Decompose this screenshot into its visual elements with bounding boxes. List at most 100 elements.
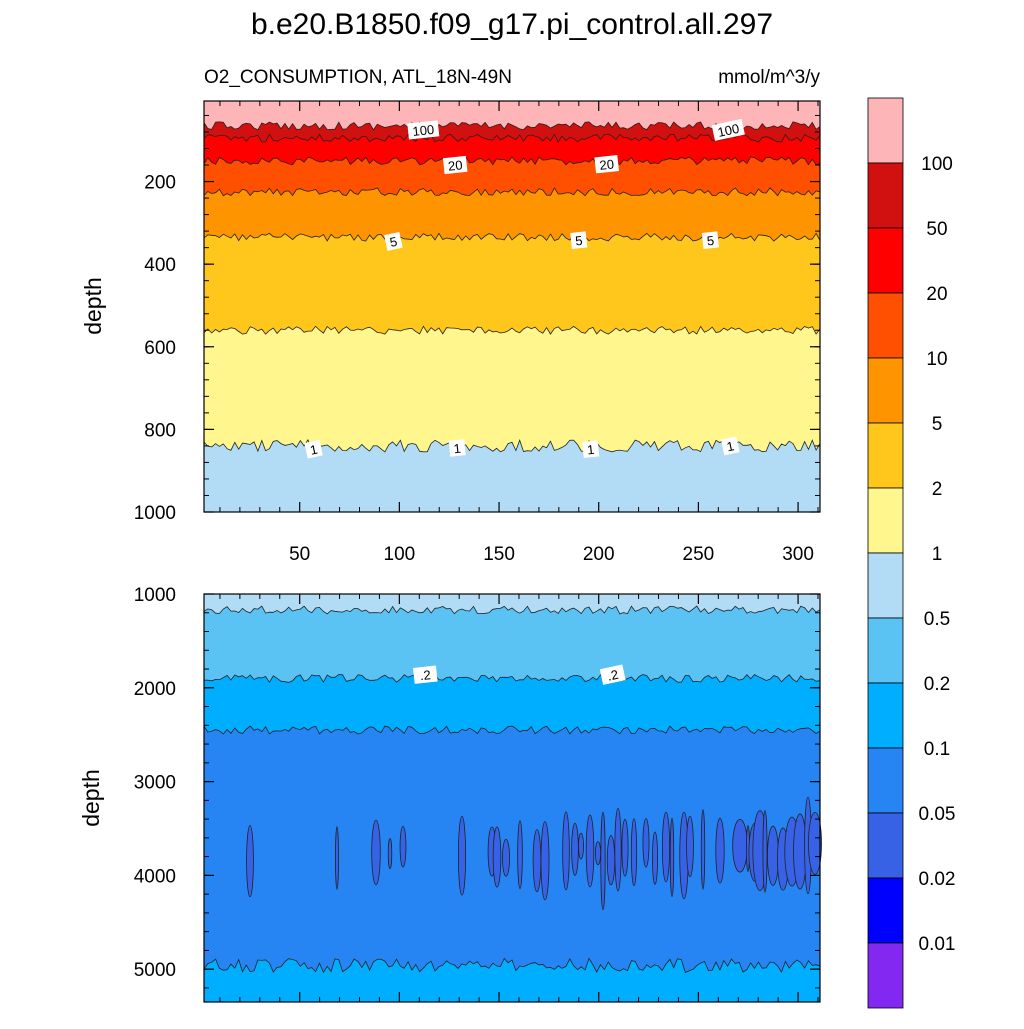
lo-fill-3 (204, 958, 820, 1002)
lo-contour-label-bg-0 (413, 665, 438, 684)
up-contour-label-8: 1 (448, 439, 466, 457)
colorbar-swatch-13 (867, 942, 904, 1009)
colorbar-label-7: 0.5 (924, 609, 950, 630)
colorbar-swatch-6 (867, 487, 904, 554)
up-contour-label-0: 100 (407, 120, 440, 140)
colorbar-label-4: 5 (932, 414, 943, 435)
lo-contour-label-0: .2 (413, 665, 438, 684)
lower-deep-patches (246, 796, 822, 911)
upper-fills (204, 101, 820, 513)
lo-deep-patch-23 (652, 831, 658, 885)
lo-deep-patch-11 (540, 821, 550, 901)
lo-contour-label-bg-1 (599, 664, 626, 685)
lo-ytick-label-3: 4000 (134, 866, 176, 887)
lo-contour-0 (203, 605, 821, 615)
up-contour-label-10: 1 (721, 436, 740, 456)
up-contour-label-5: 5 (570, 231, 588, 249)
lo-ytick-label-0: 1000 (134, 585, 176, 606)
lo-deep-patch-34 (762, 810, 768, 893)
upper-ticks: 200 400 600 800 1000 50 100 150 200 250 300 (134, 101, 820, 565)
lo-deep-patch-3 (387, 838, 393, 869)
up-contour-label-text-10: 1 (725, 438, 735, 454)
colorbar-label-9: 0.1 (924, 739, 950, 760)
colorbar-swatch-1 (867, 162, 904, 229)
up-contour-label-text-0: 100 (412, 122, 435, 139)
up-contour-label-text-8: 1 (453, 441, 462, 457)
colorbar-swatch-0 (867, 97, 904, 164)
lo-contour-2 (203, 725, 821, 735)
colorbar: 100 50 20 10 5 2 1 0.5 0.2 0.1 0.05 0.02 0.01 (867, 97, 956, 1009)
colorbar-label-11: 0.02 (919, 869, 956, 890)
lo-deep-patch-8 (502, 838, 510, 877)
lo-contour-label-text-0: .2 (419, 667, 431, 683)
up-contour-label-text-6: 5 (706, 233, 715, 249)
up-contour-label-6: 5 (701, 231, 719, 249)
up-contour-label-text-3: 20 (599, 156, 615, 172)
lo-contour-3 (203, 957, 821, 974)
lower-y-axis-label: depth (78, 769, 104, 827)
lo-deep-patch-19 (614, 808, 622, 892)
up-contour-3 (203, 187, 821, 197)
lower-panel: .2 .2 1000 2000 3000 4000 5000 depth (78, 585, 822, 1003)
up-contour-label-bg-8 (448, 439, 466, 457)
colorbar-swatch-9 (867, 682, 904, 749)
colorbar-swatch-5 (867, 422, 904, 489)
lo-deep-patch-5 (457, 815, 467, 896)
up-contour-label-text-9: 1 (586, 442, 595, 458)
colorbar-label-8: 0.2 (924, 674, 950, 695)
lower-ticks: 1000 2000 3000 4000 5000 (134, 585, 820, 1002)
colorbar-label-3: 10 (926, 349, 947, 370)
subtitle-left: O2_CONSUMPTION, ATL_18N-49N (204, 67, 512, 88)
up-contour-label-bg-6 (701, 231, 719, 249)
lo-deep-patch-15 (585, 814, 595, 888)
lo-deep-patch-30 (732, 818, 748, 873)
chart-title: b.e20.B1850.f09_g17.pi_control.all.297 (251, 8, 773, 41)
lower-contour-lines (203, 605, 821, 974)
lo-deep-patch-27 (686, 815, 694, 878)
up-contour-5 (203, 325, 821, 335)
up-contour-label-bg-9 (582, 440, 600, 458)
upper-y-axis-label: depth (80, 277, 106, 335)
lo-deep-patch-16 (594, 841, 602, 866)
colorbar-label-6: 1 (932, 544, 943, 565)
lo-deep-patch-28 (700, 809, 706, 890)
up-fill-6 (204, 439, 820, 512)
lo-deep-patch-9 (517, 820, 523, 890)
lo-deep-patch-21 (630, 818, 638, 887)
lo-deep-patch-17 (600, 811, 606, 911)
colorbar-label-0: 100 (921, 154, 953, 175)
up-xtick-label-4: 250 (683, 544, 715, 565)
lo-deep-patch-25 (669, 817, 675, 898)
upper-contour-labels: 100 100 20 20 5 5 5 1 1 1 1 (304, 118, 745, 459)
up-contour-label-bg-4 (384, 231, 403, 251)
colorbar-swatch-4 (867, 357, 904, 424)
colorbar-label-2: 20 (926, 284, 947, 305)
colorbar-swatch-2 (867, 227, 904, 294)
up-contour-label-2: 20 (442, 155, 468, 175)
subtitle-right: mmol/m^3/y (718, 67, 820, 88)
colorbar-swatch-3 (867, 292, 904, 359)
up-contour-label-3: 20 (594, 155, 619, 174)
up-xtick-label-0: 50 (289, 544, 310, 565)
up-contour-2 (203, 156, 821, 166)
lo-contour-label-1: .2 (599, 664, 626, 685)
lo-deep-patch-14 (578, 832, 584, 860)
up-contour-label-7: 1 (304, 439, 323, 459)
lo-deep-patch-12 (562, 811, 570, 891)
lo-contour-1 (203, 674, 821, 684)
up-xtick-label-2: 150 (483, 544, 515, 565)
up-contour-6 (203, 438, 821, 453)
up-contour-label-bg-10 (721, 436, 740, 456)
up-xtick-label-3: 200 (583, 544, 615, 565)
lo-deep-patch-7 (492, 826, 502, 888)
colorbar-label-5: 2 (932, 479, 943, 500)
up-contour-label-text-5: 5 (574, 233, 583, 249)
colorbar-label-10: 0.05 (919, 804, 956, 825)
lo-contour-label-text-1: .2 (606, 667, 620, 684)
lo-ytick-label-1: 2000 (134, 679, 176, 700)
lo-deep-patch-4 (399, 826, 407, 868)
lo-deep-patch-10 (532, 829, 542, 893)
